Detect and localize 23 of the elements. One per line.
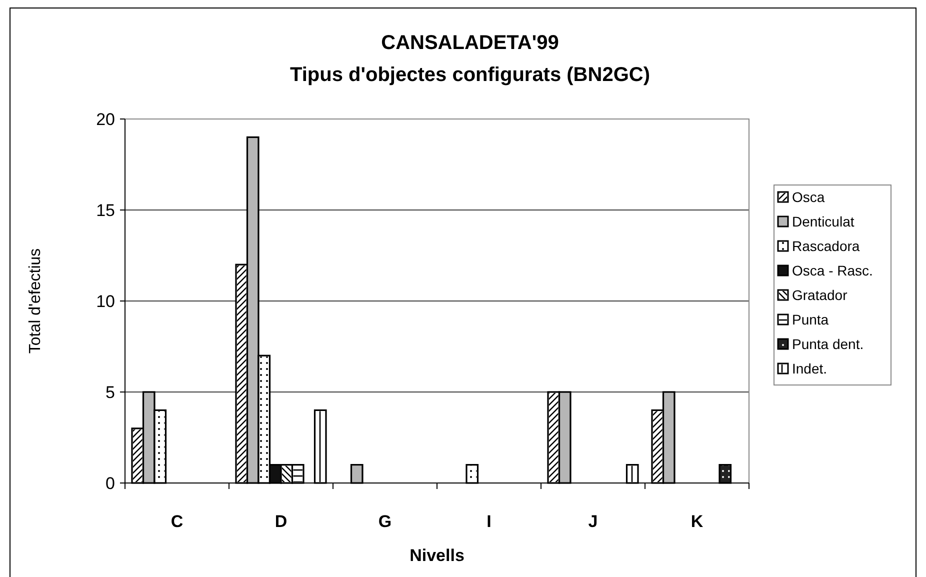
legend-label: Denticulat — [792, 213, 854, 230]
legend-label: Rascadora — [792, 238, 860, 254]
x-tick-label: I — [486, 512, 492, 531]
y-tick-label: 15 — [96, 200, 115, 220]
x-tick-label: K — [690, 512, 704, 531]
legend-label: Indet. — [792, 360, 828, 376]
x-tick-label: G — [378, 512, 392, 531]
y-tick-label: 0 — [106, 474, 115, 493]
chart-title: CANSALADETA'99 — [381, 32, 559, 54]
legend-label: Punta dent. — [792, 336, 864, 352]
y-axis-title: Total d'efectius — [27, 248, 44, 354]
y-tick-label: 5 — [106, 382, 115, 402]
legend-label: Gratador — [792, 286, 848, 303]
x-tick-label: C — [170, 512, 184, 531]
x-tick-label: D — [274, 512, 288, 531]
chart-subtitle: Tipus d'objectes configurats (BN2GC) — [290, 64, 650, 86]
y-tick-label: 20 — [96, 110, 115, 129]
legend-label: Osca — [792, 188, 825, 205]
y-tick-label: 10 — [96, 292, 115, 311]
legend-label: Punta — [792, 311, 829, 328]
x-axis-title: Nivells — [410, 546, 464, 565]
x-tick-label: J — [588, 512, 598, 531]
legend-label: Osca - Rasc. — [792, 262, 873, 278]
